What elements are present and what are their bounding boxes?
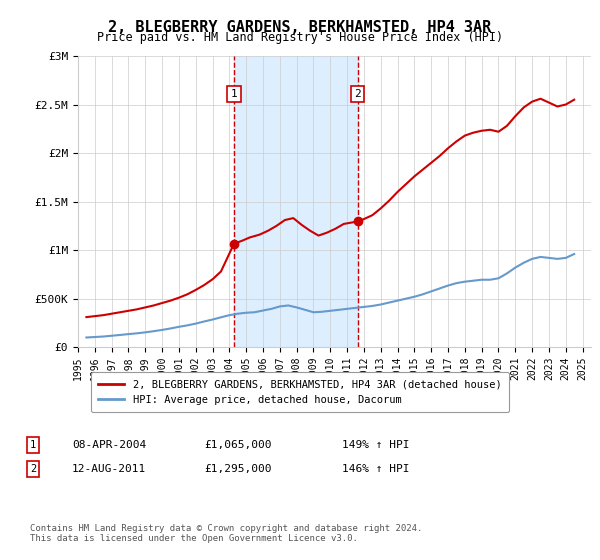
Text: 2: 2 [354,89,361,99]
Text: 12-AUG-2011: 12-AUG-2011 [72,464,146,474]
Bar [234,56,358,347]
Text: 146% ↑ HPI: 146% ↑ HPI [342,464,409,474]
Legend: 2, BLEGBERRY GARDENS, BERKHAMSTED, HP4 3AR (detached house), HPI: Average price,: 2, BLEGBERRY GARDENS, BERKHAMSTED, HP4 3… [91,372,509,412]
Text: 1: 1 [230,89,237,99]
Text: 1: 1 [30,440,36,450]
Text: 2: 2 [30,464,36,474]
Text: £1,295,000: £1,295,000 [204,464,271,474]
Text: Contains HM Land Registry data © Crown copyright and database right 2024.
This d: Contains HM Land Registry data © Crown c… [30,524,422,543]
Text: 08-APR-2004: 08-APR-2004 [72,440,146,450]
Text: Price paid vs. HM Land Registry's House Price Index (HPI): Price paid vs. HM Land Registry's House … [97,31,503,44]
Text: 149% ↑ HPI: 149% ↑ HPI [342,440,409,450]
Text: £1,065,000: £1,065,000 [204,440,271,450]
Text: 2, BLEGBERRY GARDENS, BERKHAMSTED, HP4 3AR: 2, BLEGBERRY GARDENS, BERKHAMSTED, HP4 3… [109,20,491,35]
